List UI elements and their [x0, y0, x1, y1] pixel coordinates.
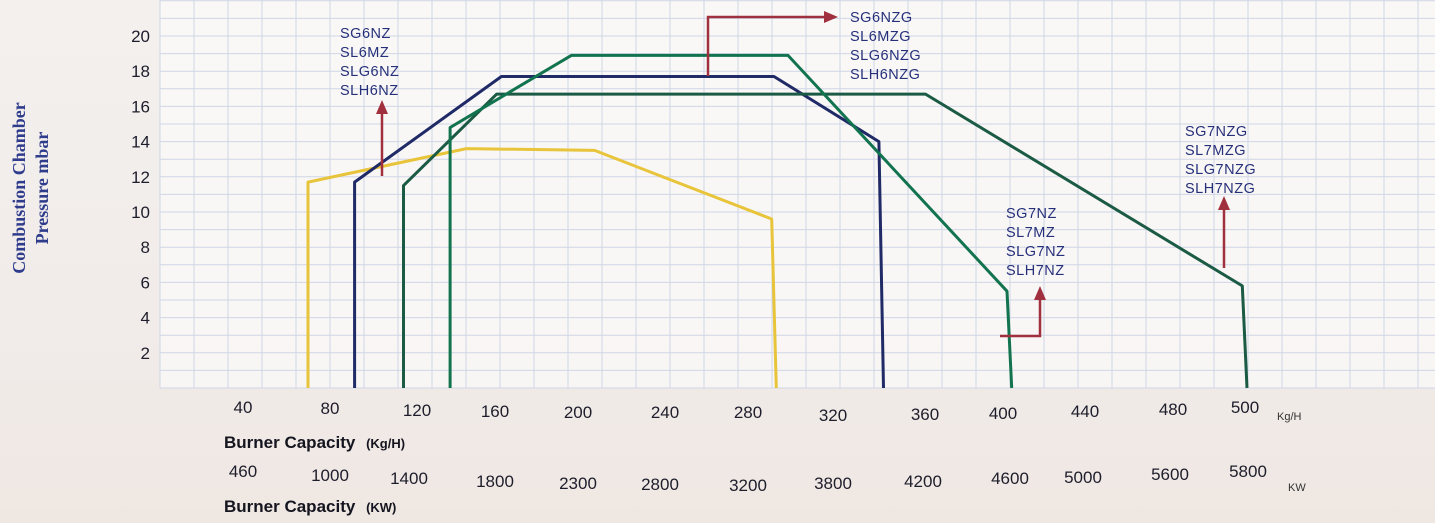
y-axis-label-line1: Combustion Chamber — [9, 102, 29, 274]
annotation-labels: SG6NZ SL6MZ SLG6NZ SLH6NZ SG6NZG SL6MZG SLG6NZ… — [340, 10, 1256, 279]
model-label: SLG6NZG — [850, 48, 921, 64]
x-tick-labels-kgh: 40 80 120 160 200 240 280 320 360 400 440 480 500 — [234, 398, 1260, 425]
x-tick-label-kgh: 80 — [321, 399, 340, 418]
x-axis-title-kgh-unit: (Kg/H) — [366, 436, 405, 451]
x-tick-label-kgh: 40 — [234, 398, 253, 417]
x-tick-label-kw: 1000 — [311, 466, 349, 485]
pointer-line-3 — [1000, 298, 1042, 338]
x-axis-title-kw: Burner Capacity (KW) — [224, 497, 396, 516]
annotation-pointers — [376, 11, 1230, 338]
x-axis-title-kw-text: Burner Capacity — [224, 497, 356, 516]
x-tick-label-kw: 3200 — [729, 476, 767, 495]
x-tick-label-kw: 4200 — [904, 472, 942, 491]
model-label: SG7NZG — [1185, 124, 1248, 140]
model-label: SL6MZG — [850, 29, 911, 45]
x-tick-label-kw: 5000 — [1064, 468, 1102, 487]
x-tick-label-kw: 2800 — [641, 475, 679, 494]
y-tick-label: 6 — [141, 273, 150, 292]
model-label: SLG6NZ — [340, 64, 399, 80]
y-tick-label: 14 — [131, 133, 150, 152]
x-unit-kw: KW — [1288, 482, 1306, 494]
x-tick-label-kw: 1400 — [390, 469, 428, 488]
x-tick-label-kgh: 440 — [1071, 402, 1099, 421]
series-lines — [306, 53, 1249, 389]
x-axis-title-kw-unit: (KW) — [366, 500, 396, 515]
x-unit-kgh: Kg/H — [1277, 411, 1302, 423]
series-line-4 — [448, 53, 1014, 389]
model-label: SLH7NZ — [1006, 263, 1065, 279]
x-tick-label-kgh: 120 — [403, 401, 431, 420]
pointer-arrowhead-3 — [1034, 286, 1046, 300]
y-tick-label: 18 — [131, 62, 150, 81]
y-tick-label: 16 — [131, 97, 150, 116]
y-tick-label: 4 — [141, 309, 150, 328]
series-line-1 — [306, 147, 778, 389]
model-label: SL7MZG — [1185, 143, 1246, 159]
x-tick-label-kw: 4600 — [991, 469, 1029, 488]
x-tick-label-kw: 1800 — [476, 472, 514, 491]
model-label: SG6NZ — [340, 26, 391, 42]
model-label: SG6NZG — [850, 10, 913, 26]
x-tick-label-kgh: 400 — [989, 404, 1017, 423]
y-tick-label: 10 — [131, 203, 150, 222]
y-axis-label-line2: Pressure mbar — [32, 132, 52, 245]
x-tick-label-kw: 5600 — [1151, 465, 1189, 484]
x-tick-label-kgh: 200 — [564, 403, 592, 422]
grid — [159, 0, 1435, 389]
x-tick-label-kgh: 500 — [1231, 398, 1259, 417]
y-tick-label: 12 — [131, 168, 150, 187]
y-tick-label: 2 — [141, 344, 150, 363]
x-tick-label-kgh: 280 — [734, 403, 762, 422]
x-tick-label-kw: 3800 — [814, 474, 852, 493]
model-label: SL7MZ — [1006, 225, 1055, 241]
x-tick-label-kgh: 360 — [911, 405, 939, 424]
x-axis-title-kgh: Burner Capacity (Kg/H) — [224, 433, 405, 452]
y-tick-label: 20 — [131, 27, 150, 46]
x-tick-label-kgh: 160 — [481, 402, 509, 421]
model-label: SLG7NZG — [1185, 162, 1256, 178]
x-tick-label-kgh: 320 — [819, 406, 847, 425]
model-label: SLH6NZ — [340, 83, 399, 99]
x-tick-label-kw: 5800 — [1229, 462, 1267, 481]
x-tick-label-kw: 460 — [229, 462, 257, 481]
pointer-arrowhead-4 — [1218, 196, 1230, 210]
y-tick-label: 8 — [141, 238, 150, 257]
x-tick-label-kgh: 240 — [651, 403, 679, 422]
model-label: SLG7NZ — [1006, 244, 1065, 260]
y-tick-labels: 2 4 6 8 10 12 14 16 18 20 — [131, 27, 150, 363]
model-label: SL6MZ — [340, 45, 389, 61]
model-label: SLH7NZG — [1185, 181, 1255, 197]
x-axis-title-kgh-text: Burner Capacity — [224, 433, 356, 452]
series-line-3 — [402, 92, 1249, 389]
pointer-arrowhead-1 — [376, 100, 388, 114]
model-label: SG7NZ — [1006, 206, 1057, 222]
series-line-2 — [353, 75, 885, 389]
pointer-arrowhead-2 — [824, 11, 838, 23]
pointer-line-2 — [706, 15, 826, 76]
model-label: SLH6NZG — [850, 67, 920, 83]
x-tick-label-kw: 2300 — [559, 474, 597, 493]
x-tick-labels-kw: 460 1000 1400 1800 2300 2800 3200 3800 4200 4600 5… — [229, 462, 1267, 495]
x-tick-label-kgh: 480 — [1159, 400, 1187, 419]
